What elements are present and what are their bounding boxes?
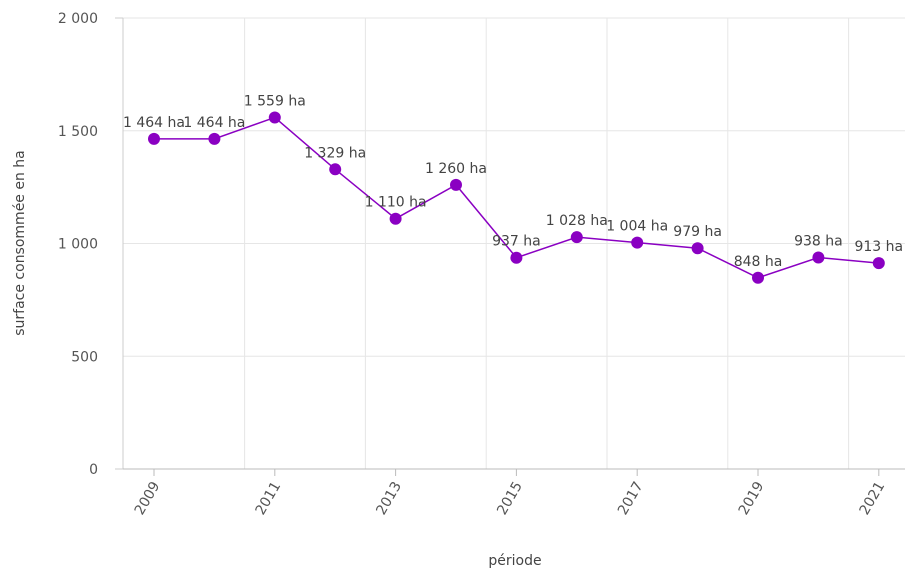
data-label: 1 464 ha (123, 115, 185, 131)
y-axis-ticks: 0 500 1 000 1 500 2 000 (58, 11, 98, 478)
data-point (389, 212, 402, 225)
x-tick-label: 2017 (615, 479, 647, 518)
x-tick-label: 2015 (494, 479, 526, 518)
data-point (570, 231, 583, 244)
x-tick-label: 2019 (736, 479, 768, 518)
data-label: 938 ha (794, 233, 843, 249)
x-tick-label: 2009 (132, 479, 164, 518)
y-tick-label: 500 (71, 349, 98, 365)
data-label: 848 ha (734, 254, 783, 270)
data-point (450, 178, 462, 191)
y-tick-label: 2 000 (58, 11, 98, 27)
data-label: 937 ha (492, 234, 541, 250)
data-series (148, 111, 885, 284)
data-label: 979 ha (673, 224, 722, 240)
data-label: 1 110 ha (365, 195, 427, 211)
data-label: 1 028 ha (546, 213, 608, 229)
data-label: 1 004 ha (606, 219, 668, 235)
data-label: 1 464 ha (183, 115, 245, 131)
data-point (752, 271, 764, 284)
data-point (691, 242, 704, 255)
data-label: 1 260 ha (425, 161, 487, 177)
y-axis-title: surface consommée en ha (12, 150, 28, 336)
data-point (510, 251, 523, 264)
data-label: 913 ha (854, 239, 903, 255)
x-tick-label: 2021 (857, 479, 889, 518)
data-label: 1 329 ha (304, 145, 366, 161)
data-labels: 1 464 ha1 464 ha 1 559 ha 1 329 ha 1 110 ha… (123, 93, 903, 269)
data-point (268, 111, 281, 124)
data-label: 1 559 ha (244, 93, 306, 109)
data-point (148, 132, 160, 145)
data-point (631, 236, 644, 249)
x-tick-label: 2013 (373, 479, 405, 518)
data-point (872, 257, 885, 270)
grid (115, 17, 905, 470)
data-point (208, 132, 221, 145)
y-tick-label: 1 000 (58, 237, 98, 253)
y-tick-label: 1 500 (58, 124, 98, 140)
data-point (329, 163, 342, 176)
x-axis-ticks: 2009 2011 2013 2015 2017 2019 2021 (132, 469, 888, 518)
x-axis-title: période (488, 553, 541, 569)
x-tick-label: 2011 (253, 479, 285, 518)
y-tick-label: 0 (89, 462, 98, 478)
data-point (812, 251, 825, 264)
